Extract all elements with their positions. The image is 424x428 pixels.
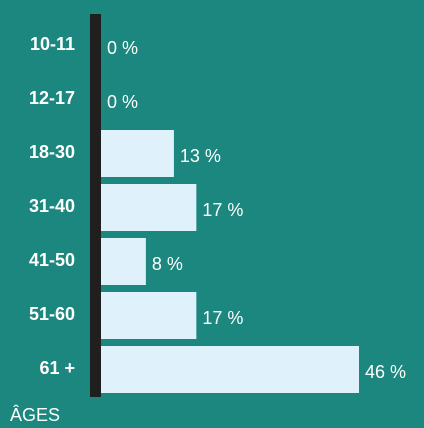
bar-51-60 xyxy=(101,292,197,339)
value-label: 17 % xyxy=(202,200,243,220)
value-label: 0 % xyxy=(107,38,138,58)
category-label: 10-11 xyxy=(30,34,75,54)
value-label: 13 % xyxy=(180,146,221,166)
category-label: 61 + xyxy=(39,358,75,378)
value-labels: 0 % 0 % 13 % 17 % 8 % 17 % 46 % xyxy=(107,38,406,382)
bar-41-50 xyxy=(101,238,146,285)
bar-18-30 xyxy=(101,130,174,177)
value-label: 17 % xyxy=(202,308,243,328)
value-label: 0 % xyxy=(107,92,138,112)
axis-title: ÂGES xyxy=(10,405,60,425)
category-label: 41-50 xyxy=(29,250,75,270)
value-label: 8 % xyxy=(152,254,183,274)
y-axis-line xyxy=(90,14,101,397)
category-label: 51-60 xyxy=(29,304,75,324)
value-label: 46 % xyxy=(365,362,406,382)
category-label: 18-30 xyxy=(29,142,75,162)
bars-group xyxy=(101,130,359,393)
bar-31-40 xyxy=(101,184,197,231)
bar-61-plus xyxy=(101,346,359,393)
category-labels: 10-11 12-17 18-30 31-40 41-50 51-60 61 + xyxy=(29,34,75,378)
category-label: 12-17 xyxy=(29,88,75,108)
category-label: 31-40 xyxy=(29,196,75,216)
